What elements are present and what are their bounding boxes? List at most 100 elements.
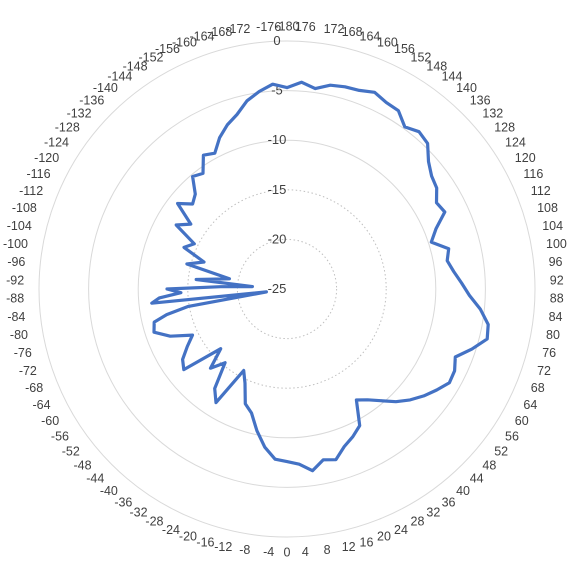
- angular-tick-label: 168: [342, 25, 363, 39]
- angular-tick-label: 152: [411, 50, 432, 64]
- angular-tick-label: -92: [6, 273, 24, 287]
- angular-tick-label: -20: [179, 530, 197, 544]
- radial-gridline: [137, 139, 437, 439]
- angular-tick-label: -52: [62, 444, 80, 458]
- angular-tick-label: 8: [324, 543, 331, 557]
- radial-gridline: [236, 238, 338, 340]
- angular-tick-label: -124: [44, 135, 69, 149]
- angular-tick-label: -76: [14, 346, 32, 360]
- radial-gridline: [187, 189, 387, 389]
- angular-tick-label: 156: [394, 42, 415, 56]
- angular-tick-label: -68: [25, 381, 43, 395]
- angular-tick-label: -120: [34, 151, 59, 165]
- radial-axis-labels: -25 -20 -15 -10 -5 0: [268, 33, 287, 296]
- angular-tick-label: 148: [426, 60, 447, 74]
- angular-tick-label: -140: [93, 81, 118, 95]
- angular-tick-label: 140: [456, 81, 477, 95]
- angular-tick-label: -60: [41, 414, 59, 428]
- angular-tick-label: 80: [546, 328, 560, 342]
- angular-tick-label: 88: [550, 292, 564, 306]
- angular-tick-label: -160: [172, 35, 197, 49]
- angular-tick-label: -100: [3, 237, 28, 251]
- angular-tick-label: -176: [256, 20, 281, 34]
- angular-tick-label: 68: [531, 381, 545, 395]
- angular-tick-label: 16: [360, 535, 374, 549]
- angular-tick-label: -148: [123, 60, 148, 74]
- series-layer: [150, 80, 490, 473]
- radial-tick-label: -25: [268, 281, 287, 296]
- angular-tick-label: -36: [114, 495, 132, 509]
- angular-tick-label: -164: [189, 30, 214, 44]
- angular-tick-label: 124: [505, 135, 526, 149]
- polar-grid: [38, 40, 536, 538]
- angular-tick-label: -8: [239, 543, 250, 557]
- angular-tick-label: -88: [6, 292, 24, 306]
- angular-tick-label: 64: [523, 398, 537, 412]
- angular-tick-label: -116: [27, 167, 51, 181]
- angular-axis-labels: -180-176-172-168-164-160-156-152-148-144…: [3, 20, 567, 560]
- angular-tick-label: -132: [67, 107, 92, 121]
- radial-gridline: [88, 90, 486, 488]
- angular-tick-label: 92: [550, 273, 564, 287]
- angular-tick-label: 172: [324, 22, 345, 36]
- radial-tick-label: 0: [273, 33, 280, 48]
- angular-tick-label: 132: [482, 107, 503, 121]
- angular-tick-label: 104: [542, 219, 563, 233]
- angular-tick-label: 84: [549, 310, 563, 324]
- angular-tick-label: -56: [51, 430, 69, 444]
- radial-tick-label: -15: [268, 182, 287, 197]
- angular-tick-label: 28: [411, 515, 425, 529]
- angular-tick-label: -40: [100, 484, 118, 498]
- angular-tick-label: 128: [494, 121, 515, 135]
- angular-tick-label: -44: [86, 472, 104, 486]
- angular-tick-label: -136: [79, 93, 104, 107]
- angular-tick-label: 136: [470, 93, 491, 107]
- angular-tick-label: 72: [537, 364, 551, 378]
- angular-tick-label: 12: [342, 540, 356, 554]
- angular-tick-label: 32: [426, 506, 440, 520]
- angular-tick-label: 96: [549, 255, 563, 269]
- angular-tick-label: -128: [55, 121, 80, 135]
- radial-tick-label: -5: [271, 83, 283, 98]
- angular-tick-label: 112: [531, 184, 551, 198]
- angular-tick-label: 176: [295, 20, 316, 34]
- angular-tick-label: -144: [107, 70, 132, 84]
- angular-tick-label: -96: [7, 255, 25, 269]
- angular-tick-label: -172: [225, 22, 250, 36]
- angular-tick-label: -64: [33, 398, 51, 412]
- angular-tick-label: 40: [456, 484, 470, 498]
- angular-tick-label: -24: [162, 523, 180, 537]
- angular-tick-label: 120: [515, 151, 536, 165]
- angular-tick-label: 44: [470, 472, 484, 486]
- angular-tick-label: -156: [155, 42, 180, 56]
- angular-tick-label: -112: [19, 184, 43, 198]
- angular-tick-label: -180: [274, 20, 299, 34]
- angular-tick-label: -16: [196, 535, 214, 549]
- angular-tick-label: 164: [360, 30, 381, 44]
- angular-tick-label: 48: [482, 459, 496, 473]
- radial-gridline: [38, 40, 536, 538]
- angular-tick-label: 116: [523, 167, 543, 181]
- angular-tick-label: 0: [284, 546, 291, 560]
- series-line: [150, 80, 490, 473]
- angular-tick-label: 4: [302, 545, 309, 559]
- angular-tick-label: -32: [130, 506, 148, 520]
- angular-tick-label: 160: [377, 35, 398, 49]
- radial-tick-label: -20: [268, 231, 287, 246]
- angular-tick-label: -72: [19, 364, 37, 378]
- angular-tick-label: 60: [515, 414, 529, 428]
- angular-tick-label: 56: [505, 430, 519, 444]
- radial-tick-label: -10: [268, 132, 287, 147]
- angular-tick-label: -48: [74, 459, 92, 473]
- angular-tick-label: 108: [537, 201, 558, 215]
- angular-tick-label: 24: [394, 523, 408, 537]
- angular-tick-label: 144: [442, 70, 463, 84]
- angular-tick-label: 100: [546, 237, 567, 251]
- angular-tick-label: 36: [442, 495, 456, 509]
- angular-tick-label: -4: [263, 545, 274, 559]
- angular-tick-label: -12: [214, 540, 232, 554]
- angular-tick-label: -28: [145, 515, 163, 529]
- angular-tick-label: -168: [207, 25, 232, 39]
- angular-tick-label: -104: [7, 219, 32, 233]
